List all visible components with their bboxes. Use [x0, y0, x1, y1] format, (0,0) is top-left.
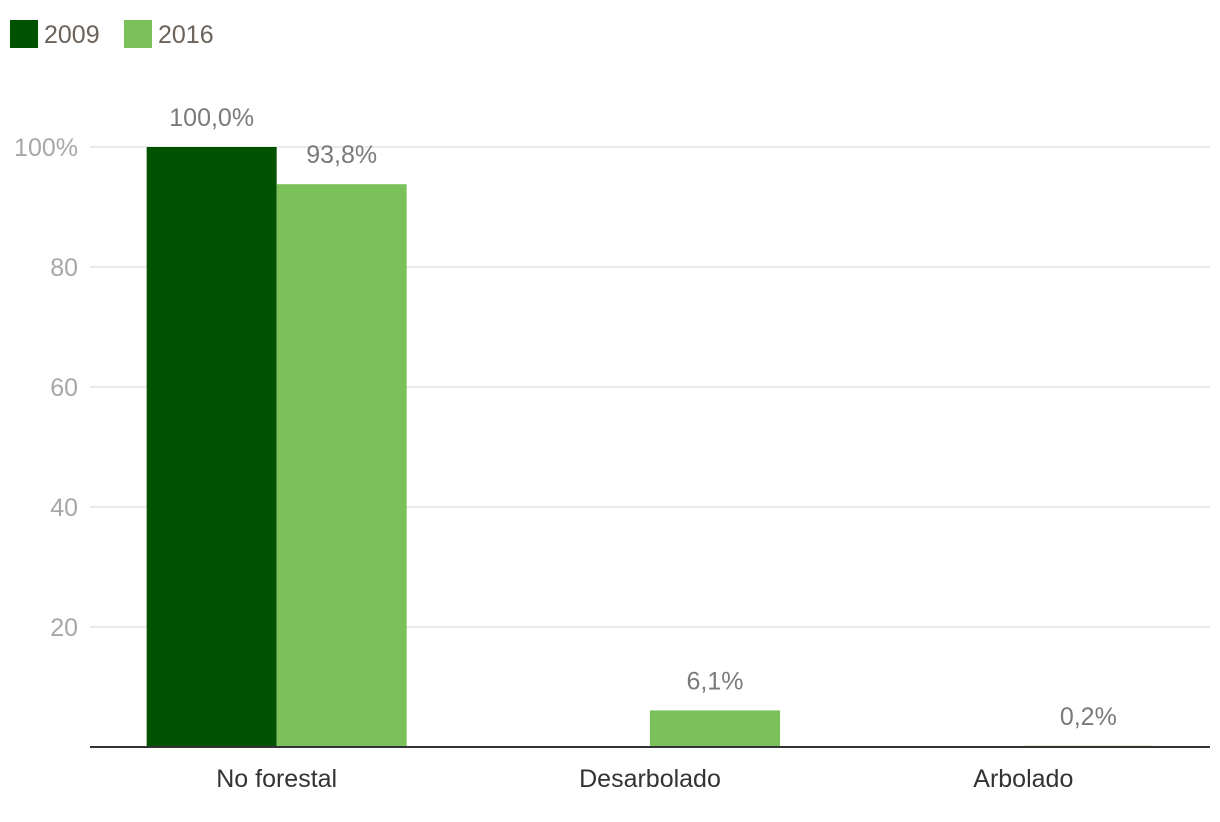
legend-label-2016: 2016	[158, 21, 214, 49]
x-category-label: Arbolado	[973, 765, 1073, 793]
value-labels: 100,0% 93,8% 6,1% 0,2%	[169, 104, 1117, 731]
y-tick-label: 100%	[14, 134, 78, 162]
y-tick-label: 60	[50, 374, 78, 402]
data-label: 6,1%	[687, 667, 744, 695]
bar-2009-no-forestal	[146, 147, 277, 747]
y-tick-label: 80	[50, 254, 78, 282]
bar-2016-no-forestal	[276, 184, 407, 747]
y-axis-ticks: 20 40 60 80 100%	[14, 134, 78, 642]
y-tick-label: 20	[50, 614, 78, 642]
category-labels: No forestal Desarbolado Arbolado	[216, 765, 1073, 793]
legend-label-2009: 2009	[44, 21, 100, 49]
bars	[146, 147, 1154, 747]
data-label: 93,8%	[306, 141, 377, 169]
data-label: 0,2%	[1060, 703, 1117, 731]
legend-swatch-2009	[10, 20, 38, 48]
x-category-label: No forestal	[216, 765, 337, 793]
y-tick-label: 40	[50, 494, 78, 522]
legend-swatch-2016	[124, 20, 152, 48]
data-label: 100,0%	[169, 104, 254, 132]
x-category-label: Desarbolado	[579, 765, 721, 793]
legend: 2009 2016	[10, 20, 214, 49]
bar-2016-desarbolado	[650, 710, 780, 747]
